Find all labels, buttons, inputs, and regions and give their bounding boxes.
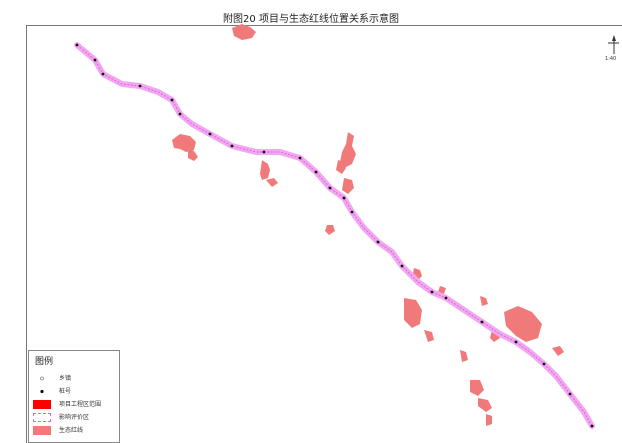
red-line-areas <box>172 24 564 426</box>
legend-label: 乡镇 <box>59 375 72 382</box>
stake-point <box>230 144 234 148</box>
impact-zone-corridor <box>74 42 595 429</box>
map-title: 附图20 项目与生态红线位置关系示意图 <box>223 14 399 25</box>
stake-point <box>568 392 572 396</box>
stake-point <box>208 132 212 136</box>
stake-point <box>101 72 105 76</box>
township-icon <box>40 376 44 381</box>
legend-label: 影响评价区 <box>59 414 90 421</box>
stake-point <box>328 186 332 190</box>
stake-point <box>430 290 434 294</box>
legend: 图例 乡镇 桩号 项目工程区范围 影响评价区 生态红线 <box>28 350 120 443</box>
red-patch <box>342 178 354 194</box>
stake-point <box>480 320 484 324</box>
red-patch <box>336 160 346 174</box>
stake-point <box>542 362 546 366</box>
red-patch <box>172 134 196 152</box>
red-patch <box>470 380 484 396</box>
red-patch <box>325 225 335 235</box>
legend-item-red-line: 生态红线 <box>33 425 119 437</box>
north-arrow-icon <box>608 35 619 54</box>
stake-point <box>178 112 182 116</box>
impact-area-swatch <box>33 413 51 422</box>
stake-point <box>350 210 354 214</box>
stake-point <box>138 84 142 88</box>
map-frame <box>26 25 622 443</box>
red-patch <box>438 286 446 294</box>
legend-item-stake: 桩号 <box>33 386 119 398</box>
red-patch <box>232 24 256 40</box>
red-patch <box>424 330 434 342</box>
red-patch <box>260 160 270 180</box>
stake-point <box>93 58 97 62</box>
legend-label: 桩号 <box>59 388 72 395</box>
project-area-swatch <box>33 400 51 409</box>
impact-zone-border <box>76 44 593 427</box>
red-patch <box>460 350 468 362</box>
red-patch <box>552 346 564 356</box>
stake-icon <box>40 389 44 394</box>
stake-point <box>75 43 79 47</box>
legend-item-township: 乡镇 <box>33 373 119 385</box>
red-patch <box>266 178 278 187</box>
legend-label: 项目工程区范围 <box>59 401 102 408</box>
red-patch <box>340 132 356 168</box>
red-patch <box>478 398 492 412</box>
legend-label: 生态红线 <box>59 427 84 434</box>
red-patch <box>188 148 198 161</box>
scale-text: 1:40 <box>605 56 617 62</box>
red-patch <box>504 306 542 342</box>
stake-point <box>514 340 518 344</box>
stake-point <box>170 98 174 102</box>
red-patch <box>404 298 422 328</box>
legend-item-impact-area: 影响评价区 <box>33 412 119 424</box>
stake-point <box>262 150 266 154</box>
stake-point <box>342 196 346 200</box>
stake-point <box>298 156 302 160</box>
red-patch <box>486 414 492 426</box>
legend-title: 图例 <box>35 357 54 367</box>
red-line-swatch <box>33 426 51 435</box>
stake-point <box>590 424 594 428</box>
stake-point <box>376 240 380 244</box>
stake-point <box>400 264 404 268</box>
stake-point <box>444 296 448 300</box>
stake-point <box>314 170 318 174</box>
stake-points <box>75 43 594 428</box>
red-patch <box>480 296 488 306</box>
legend-item-project-area: 项目工程区范围 <box>33 399 119 411</box>
